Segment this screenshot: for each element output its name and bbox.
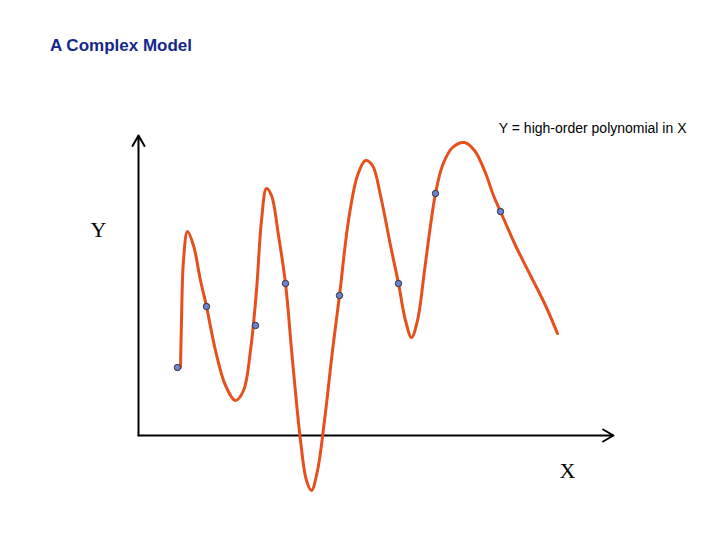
html-text:A Complex Model: A Complex Model: [50, 36, 192, 55]
svg-text:X: X: [560, 458, 576, 483]
svg-text:Y = high-order polynomial in X: Y = high-order polynomial in X: [499, 120, 687, 136]
svg-text:Y: Y: [91, 217, 107, 242]
